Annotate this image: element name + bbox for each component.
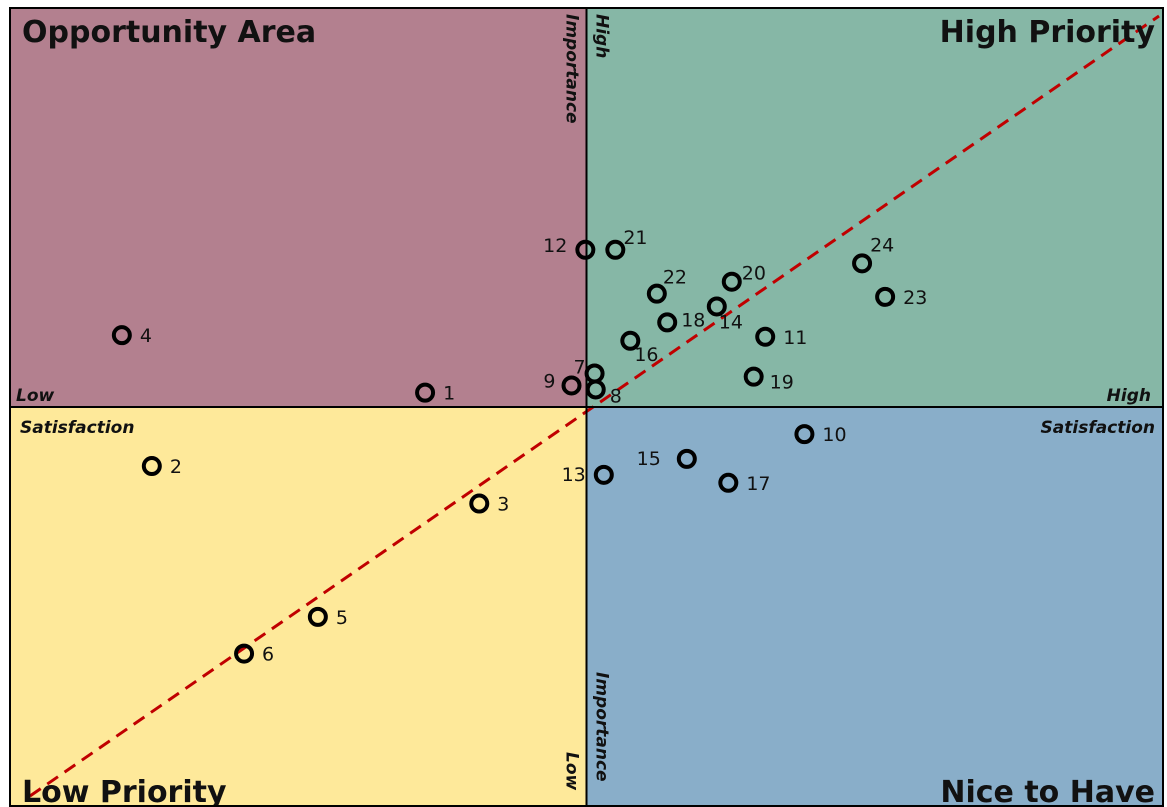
data-point-label-20: 20 [742, 263, 766, 285]
data-point-label-5: 5 [336, 607, 348, 629]
data-point-5 [307, 606, 328, 627]
title-high-priority: High Priority [940, 15, 1156, 50]
data-point-4 [111, 325, 132, 346]
data-point-label-8: 8 [610, 385, 622, 407]
x-axis-high-label: High [1107, 386, 1151, 406]
data-point-11 [755, 326, 776, 347]
data-point-17 [718, 472, 739, 493]
data-point-label-18: 18 [681, 309, 705, 331]
data-point-24 [852, 253, 873, 274]
data-point-20 [721, 271, 742, 292]
data-point-label-16: 16 [634, 344, 658, 366]
y-axis-high-label: High [592, 14, 612, 58]
data-point-label-10: 10 [822, 424, 846, 446]
data-point-label-15: 15 [637, 448, 661, 470]
data-point-label-6: 6 [262, 644, 274, 666]
data-point-label-1: 1 [443, 383, 455, 405]
data-point-label-7: 7 [573, 356, 585, 378]
data-point-6 [234, 643, 255, 664]
title-nice-to-have: Nice to Have [940, 775, 1155, 807]
data-point-label-13: 13 [562, 464, 586, 486]
data-point-21 [605, 239, 626, 260]
reference-diagonal-line [29, 14, 1160, 798]
data-point-label-17: 17 [746, 473, 770, 495]
data-point-label-11: 11 [783, 327, 807, 349]
data-point-label-24: 24 [870, 234, 894, 256]
data-point-label-14: 14 [719, 311, 743, 333]
chart-frame [9, 7, 1164, 807]
data-point-9 [561, 375, 582, 396]
y-axis-importance-label-top: Importance [562, 14, 582, 124]
data-point-label-22: 22 [663, 267, 687, 289]
quadrant-high-priority [586, 8, 1163, 407]
data-point-23 [875, 286, 896, 307]
data-point-12 [575, 239, 596, 260]
data-point-label-21: 21 [623, 227, 647, 249]
title-low-priority: Low Priority [22, 775, 227, 807]
title-opportunity-area: Opportunity Area [22, 15, 316, 50]
data-point-2 [141, 456, 162, 477]
data-point-1 [415, 382, 436, 403]
data-point-15 [676, 448, 697, 469]
data-point-8 [585, 379, 606, 400]
data-point-label-9: 9 [543, 370, 555, 392]
y-axis-importance-label-bottom: Importance [592, 672, 612, 782]
x-axis-satisfaction-label-right: Satisfaction [1041, 418, 1155, 438]
data-point-3 [469, 493, 490, 514]
data-point-label-2: 2 [170, 456, 182, 478]
quadrant-opportunity-area [10, 8, 587, 407]
data-point-label-3: 3 [497, 494, 509, 516]
data-point-label-19: 19 [770, 372, 794, 394]
data-point-10 [794, 424, 815, 445]
data-point-16 [620, 330, 641, 351]
x-axis-low-label: Low [16, 386, 55, 406]
quadrant-low-priority [10, 407, 587, 806]
data-point-14 [706, 296, 727, 317]
data-point-19 [743, 366, 764, 387]
data-point-label-23: 23 [903, 287, 927, 309]
x-axis-satisfaction-label-left: Satisfaction [20, 418, 134, 438]
y-axis-low-label: Low [562, 752, 582, 791]
data-point-label-12: 12 [543, 235, 567, 257]
data-point-13 [593, 464, 614, 485]
data-point-label-4: 4 [140, 325, 152, 347]
quadrant-nice-to-have [586, 407, 1163, 806]
data-point-18 [657, 312, 678, 333]
data-point-22 [646, 283, 667, 304]
